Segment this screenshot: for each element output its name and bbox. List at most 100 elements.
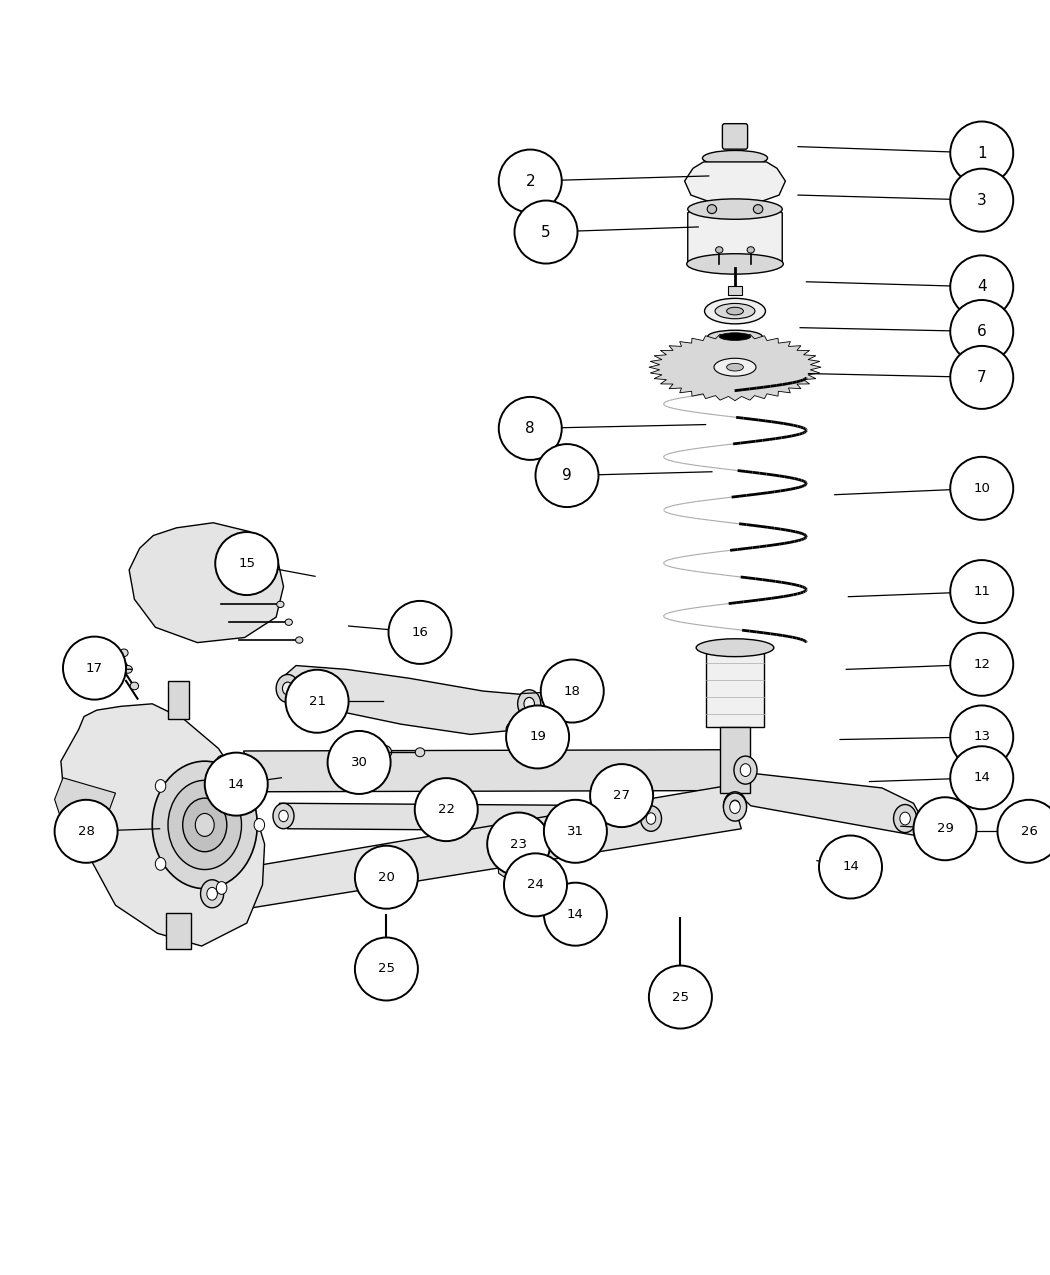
- Ellipse shape: [278, 811, 288, 822]
- Text: 2: 2: [525, 173, 536, 189]
- Ellipse shape: [377, 745, 392, 760]
- Text: 1: 1: [976, 145, 987, 161]
- Text: 31: 31: [567, 825, 584, 838]
- Polygon shape: [204, 785, 741, 913]
- Polygon shape: [244, 750, 752, 792]
- Ellipse shape: [388, 601, 452, 664]
- Text: 27: 27: [613, 789, 630, 802]
- Ellipse shape: [544, 882, 607, 946]
- Ellipse shape: [205, 752, 268, 816]
- Ellipse shape: [705, 298, 765, 324]
- Text: 25: 25: [378, 963, 395, 975]
- Ellipse shape: [124, 666, 132, 673]
- Ellipse shape: [590, 764, 653, 827]
- Ellipse shape: [63, 636, 126, 700]
- Ellipse shape: [444, 807, 469, 830]
- Ellipse shape: [950, 346, 1013, 409]
- Ellipse shape: [282, 682, 293, 695]
- Ellipse shape: [524, 697, 534, 710]
- Ellipse shape: [702, 150, 768, 166]
- Ellipse shape: [168, 780, 242, 870]
- Text: 26: 26: [1021, 825, 1037, 838]
- Ellipse shape: [415, 747, 424, 756]
- Ellipse shape: [216, 756, 227, 769]
- Ellipse shape: [499, 397, 562, 460]
- Ellipse shape: [514, 200, 578, 264]
- Polygon shape: [61, 704, 265, 946]
- Text: 19: 19: [529, 731, 546, 743]
- Ellipse shape: [950, 705, 1013, 769]
- Polygon shape: [281, 666, 536, 734]
- Text: 24: 24: [527, 878, 544, 891]
- Text: 16: 16: [412, 626, 428, 639]
- Ellipse shape: [649, 965, 712, 1029]
- Ellipse shape: [730, 801, 740, 813]
- Polygon shape: [129, 523, 284, 643]
- Ellipse shape: [276, 674, 299, 703]
- Ellipse shape: [723, 792, 747, 820]
- Polygon shape: [685, 162, 785, 204]
- Ellipse shape: [390, 862, 400, 872]
- Ellipse shape: [719, 333, 751, 340]
- Ellipse shape: [252, 571, 257, 576]
- Text: 28: 28: [78, 825, 94, 838]
- Text: 21: 21: [309, 695, 326, 708]
- Ellipse shape: [379, 958, 394, 970]
- Ellipse shape: [715, 303, 755, 319]
- Ellipse shape: [242, 557, 269, 590]
- Ellipse shape: [714, 358, 756, 376]
- Ellipse shape: [245, 765, 255, 778]
- Text: 25: 25: [672, 991, 689, 1003]
- Polygon shape: [649, 334, 821, 400]
- Ellipse shape: [748, 246, 754, 252]
- Ellipse shape: [506, 705, 569, 769]
- Ellipse shape: [950, 121, 1013, 185]
- Ellipse shape: [254, 819, 265, 831]
- Ellipse shape: [673, 986, 688, 998]
- Ellipse shape: [727, 307, 743, 315]
- Ellipse shape: [998, 799, 1050, 863]
- Ellipse shape: [415, 778, 478, 842]
- Bar: [166, 913, 191, 949]
- Text: 15: 15: [238, 557, 255, 570]
- Ellipse shape: [950, 560, 1013, 623]
- Ellipse shape: [723, 793, 747, 821]
- Text: 23: 23: [510, 838, 527, 850]
- Ellipse shape: [328, 731, 391, 794]
- Ellipse shape: [715, 246, 722, 252]
- Ellipse shape: [947, 824, 960, 835]
- Text: 20: 20: [378, 871, 395, 884]
- Ellipse shape: [216, 881, 227, 894]
- Ellipse shape: [120, 649, 128, 657]
- Ellipse shape: [506, 722, 523, 737]
- Ellipse shape: [708, 330, 762, 343]
- Polygon shape: [706, 653, 764, 727]
- Ellipse shape: [950, 746, 1013, 810]
- Polygon shape: [496, 829, 536, 882]
- Text: 17: 17: [86, 662, 103, 674]
- Ellipse shape: [950, 456, 1013, 520]
- Text: 3: 3: [976, 193, 987, 208]
- Polygon shape: [55, 778, 116, 825]
- Ellipse shape: [633, 789, 648, 802]
- Text: 10: 10: [973, 482, 990, 495]
- Ellipse shape: [950, 300, 1013, 363]
- Ellipse shape: [541, 659, 604, 723]
- Text: 14: 14: [228, 778, 245, 790]
- Text: 11: 11: [973, 585, 990, 598]
- Ellipse shape: [708, 205, 716, 214]
- Polygon shape: [688, 209, 782, 264]
- Ellipse shape: [195, 813, 214, 836]
- Ellipse shape: [900, 812, 910, 825]
- Ellipse shape: [536, 444, 598, 507]
- Text: 12: 12: [973, 658, 990, 671]
- Ellipse shape: [950, 632, 1013, 696]
- Ellipse shape: [487, 812, 550, 876]
- Ellipse shape: [518, 690, 541, 718]
- Ellipse shape: [355, 937, 418, 1001]
- Polygon shape: [279, 803, 655, 831]
- Text: 18: 18: [564, 685, 581, 697]
- Text: 14: 14: [567, 908, 584, 921]
- Text: 8: 8: [525, 421, 536, 436]
- Text: 14: 14: [973, 771, 990, 784]
